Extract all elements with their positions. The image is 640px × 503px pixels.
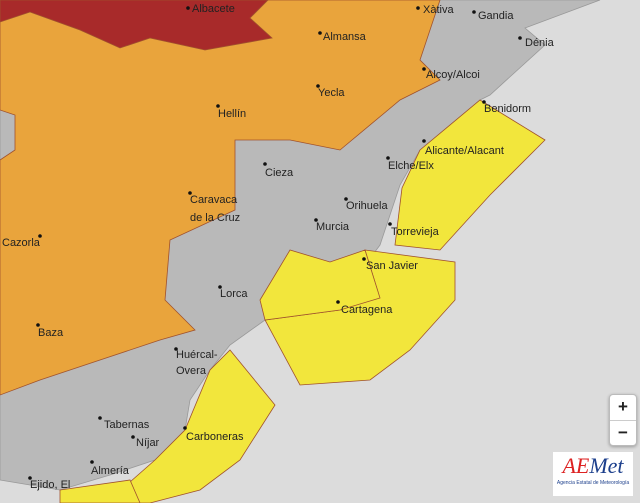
yellow-warning-almeria-sea[interactable]: [129, 349, 276, 503]
city-marker: [216, 104, 220, 108]
city-marker: [422, 139, 426, 143]
city-label: Cazorla: [2, 237, 41, 249]
city-label: de la Cruz: [190, 212, 240, 224]
city-label: Dénia: [525, 37, 555, 49]
red-warning-zone[interactable]: [0, 0, 273, 51]
zoom-in-button[interactable]: +: [610, 395, 636, 421]
city-label: Caravaca: [190, 194, 238, 206]
city-label: Huércal-: [176, 349, 218, 361]
city-label: Benidorm: [484, 103, 531, 115]
city-marker: [188, 191, 192, 195]
city-label: Almansa: [323, 31, 367, 43]
zoom-out-button[interactable]: −: [618, 423, 628, 442]
city-marker: [362, 257, 366, 261]
city-label: Xàtiva: [423, 4, 454, 16]
city-marker: [38, 234, 42, 238]
city-marker: [518, 36, 522, 40]
city-marker: [218, 285, 222, 289]
city-marker: [316, 84, 320, 88]
city-marker: [314, 218, 318, 222]
city-label: Alcoy/Alcoi: [426, 69, 480, 81]
city-label: Níjar: [136, 437, 160, 449]
city-label: Almería: [91, 465, 130, 477]
aemet-logo[interactable]: AEMet Agencia Estatal de Meteorología: [553, 452, 633, 496]
city-marker: [90, 460, 94, 464]
city-marker: [344, 197, 348, 201]
city-marker: [28, 476, 32, 480]
city-label: Hellín: [218, 108, 246, 120]
yellow-warning-campo-cartagena[interactable]: [259, 249, 381, 321]
city-label: Carboneras: [186, 431, 244, 443]
city-marker: [386, 156, 390, 160]
city-marker: [36, 323, 40, 327]
city-label: Tabernas: [104, 419, 150, 431]
city-label: Yecla: [318, 87, 345, 99]
city-label: San Javier: [366, 260, 418, 272]
logo-mark: AEMet: [562, 453, 624, 478]
city-label: Baza: [38, 327, 64, 339]
yellow-warning-alicante-coast[interactable]: [394, 99, 546, 251]
city-marker: [186, 6, 190, 10]
city-marker: [263, 162, 267, 166]
city-marker: [388, 222, 392, 226]
orange-warning-zone[interactable]: [0, 0, 441, 396]
zoom-control: + −: [609, 394, 637, 446]
city-label: Gandia: [478, 10, 514, 22]
city-label: Alicante/Alacant: [425, 145, 504, 157]
city-marker: [336, 300, 340, 304]
city-label: Ejido, El: [30, 479, 70, 491]
city-label: Overa: [176, 365, 207, 377]
city-marker: [174, 347, 178, 351]
city-label: Cieza: [265, 167, 294, 179]
city-marker: [422, 67, 426, 71]
city-marker: [482, 100, 486, 104]
city-label: Cartagena: [341, 304, 393, 316]
logo-subtitle: Agencia Estatal de Meteorología: [556, 480, 630, 486]
city-label: Orihuela: [346, 200, 388, 212]
city-marker: [318, 31, 322, 35]
city-marker: [131, 435, 135, 439]
city-marker: [183, 426, 187, 430]
yellow-warning-almeria-coast[interactable]: [59, 479, 141, 503]
city-label: Torrevieja: [391, 226, 440, 238]
city-marker: [472, 10, 476, 14]
city-label: Albacete: [192, 3, 235, 15]
city-label: Elche/Elx: [388, 160, 434, 172]
city-label: Murcia: [316, 221, 350, 233]
city-label: Lorca: [220, 288, 248, 300]
city-marker: [416, 6, 420, 10]
city-marker: [98, 416, 102, 420]
